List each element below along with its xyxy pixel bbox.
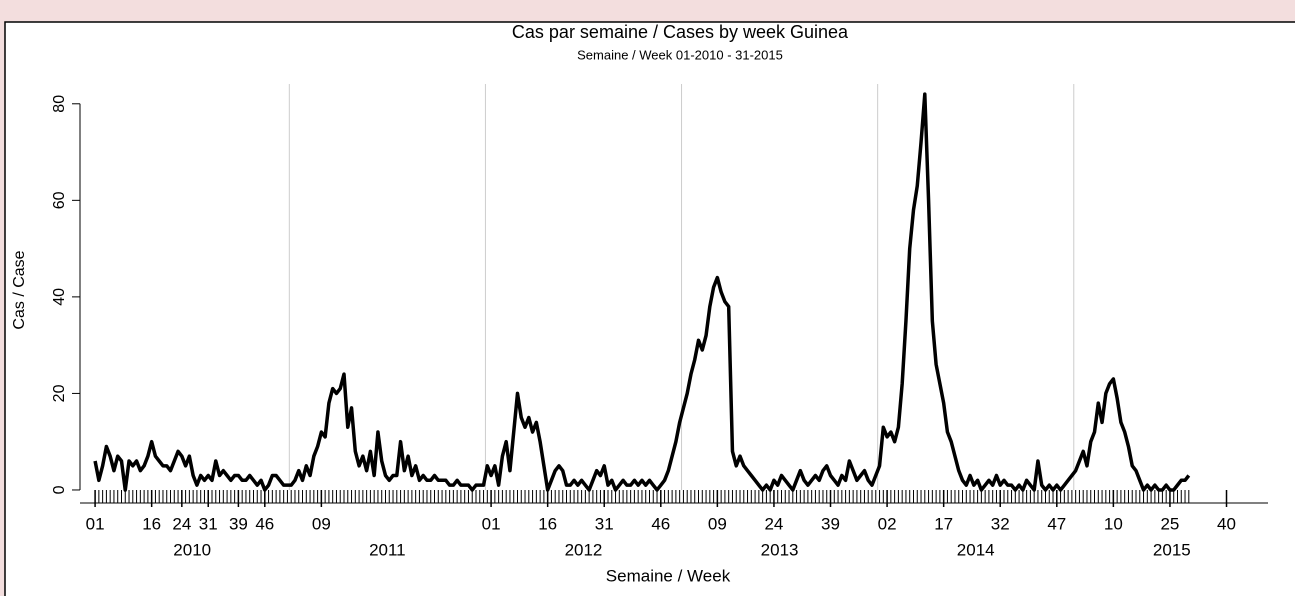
x-tick-label: 09: [312, 514, 331, 533]
x-tick-label: 32: [991, 514, 1010, 533]
y-axis-title: Cas / Case: [11, 250, 28, 329]
x-tick-label: 31: [199, 514, 218, 533]
x-tick-label: 46: [651, 514, 670, 533]
x-tick-label: 09: [708, 514, 727, 533]
x-tick-label: 10: [1104, 514, 1123, 533]
y-tick-label: 0: [51, 485, 68, 494]
y-tick-label: 80: [51, 95, 68, 113]
x-tick-label: 39: [229, 514, 248, 533]
chart-title: Cas par semaine / Cases by week Guinea: [512, 22, 849, 42]
panel: [4, 21, 1295, 596]
x-tick-label: 40: [1217, 514, 1236, 533]
x-tick-label: 01: [86, 514, 105, 533]
x-tick-label: 47: [1047, 514, 1066, 533]
y-tick-label: 60: [51, 191, 68, 209]
year-label: 2011: [369, 540, 406, 559]
y-tick-label: 20: [51, 384, 68, 402]
x-tick-label: 24: [764, 514, 783, 533]
x-tick-label: 01: [482, 514, 501, 533]
x-tick-label: 16: [538, 514, 557, 533]
x-tick-label: 46: [255, 514, 274, 533]
year-label: 2014: [957, 540, 995, 559]
data-line: [93, 92, 1191, 492]
year-label: 2015: [1153, 540, 1191, 559]
x-tick-label: 16: [142, 514, 161, 533]
chart-subtitle: Semaine / Week 01-2010 - 31-2015: [577, 47, 783, 62]
year-label: 2012: [565, 540, 603, 559]
year-label: 2013: [761, 540, 799, 559]
x-tick-label: 02: [878, 514, 897, 533]
year-label: 2010: [173, 540, 211, 559]
y-tick-label: 40: [51, 288, 68, 306]
x-tick-label: 31: [595, 514, 614, 533]
x-axis-title: Semaine / Week: [606, 566, 731, 585]
x-tick-label: 25: [1160, 514, 1179, 533]
x-tick-label: 24: [172, 514, 191, 533]
x-tick-label: 17: [934, 514, 953, 533]
x-tick-label: 39: [821, 514, 840, 533]
